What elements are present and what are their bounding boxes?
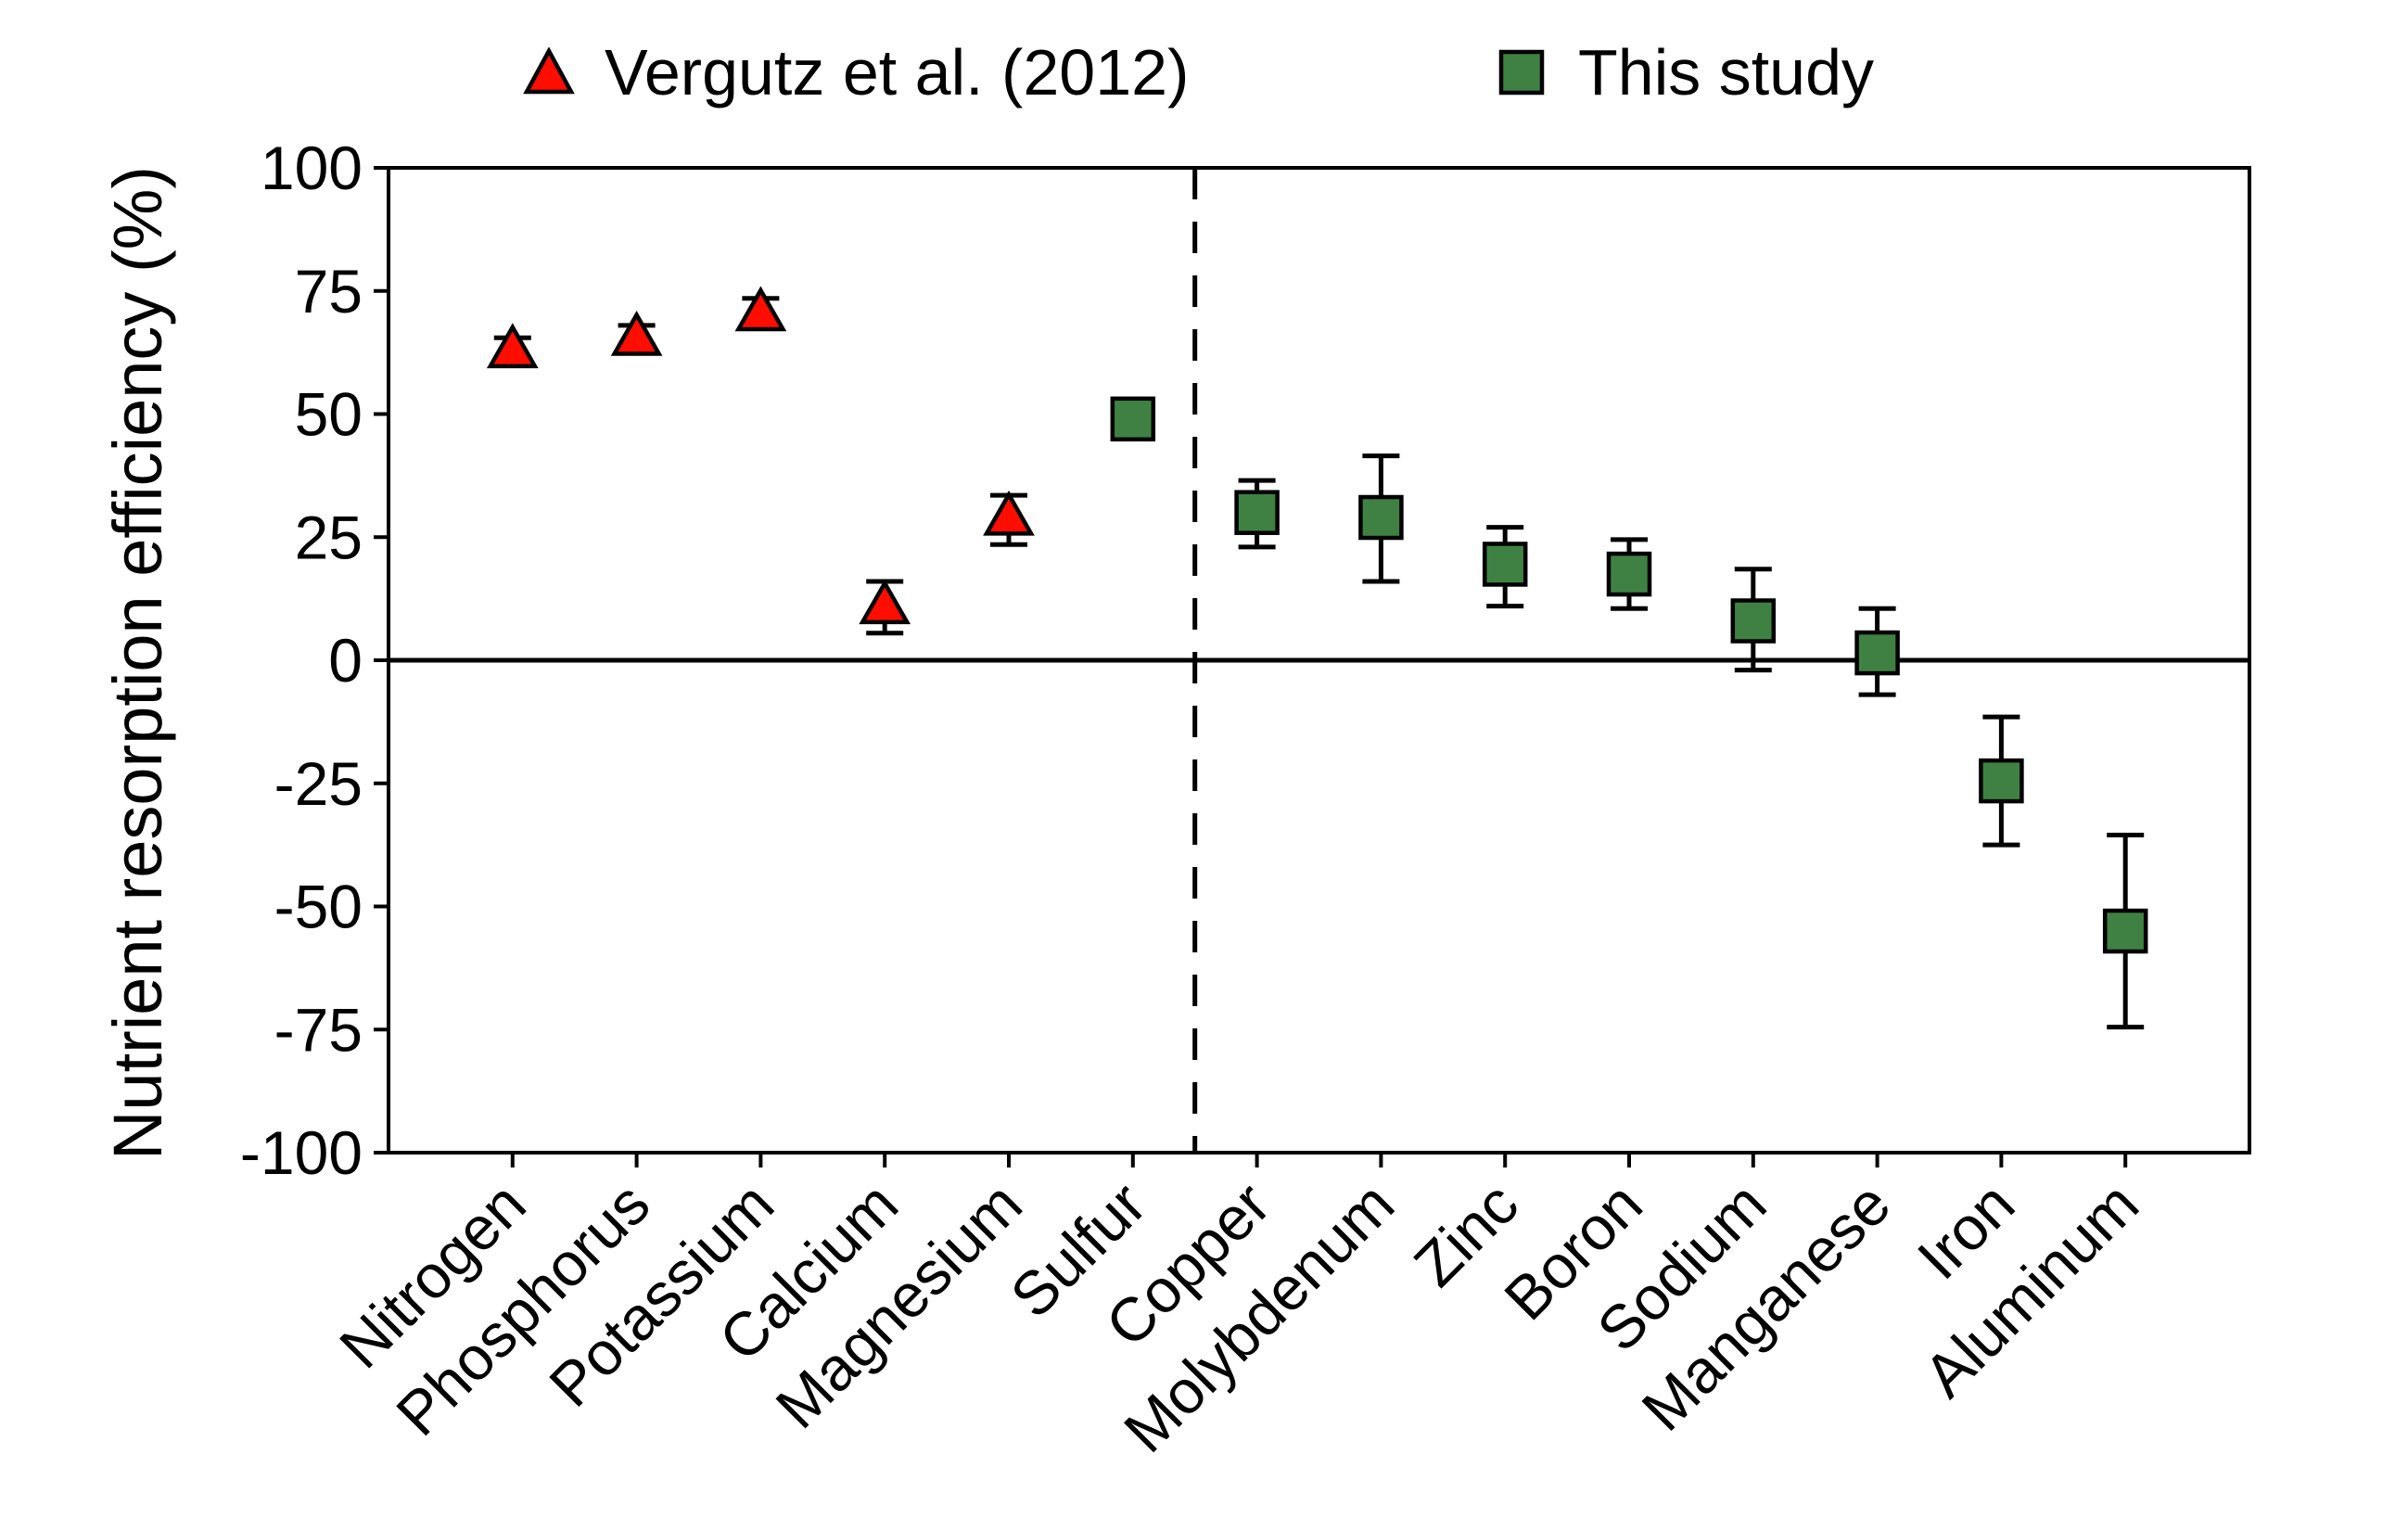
y-tick-label: -100 [240,1118,363,1187]
legend-label-vergutz: Vergutz et al. (2012) [605,36,1190,108]
y-tick-label: 75 [295,257,363,325]
data-point-Phosphorus [610,311,663,356]
data-point-Copper [1234,490,1280,535]
legend-label-this-study: This study [1578,36,1874,108]
y-tick-label: 25 [295,503,363,571]
data-point-Magnesium [983,490,1035,536]
data-point-Sodium [1730,598,1777,644]
y-axis-title: Nutrient resorption efficiency (%) [99,165,176,1161]
y-tick-label: 100 [261,134,363,202]
y-tick-label: -25 [274,749,363,818]
y-tick-label: -75 [274,995,363,1064]
data-point-Sulfur [1110,396,1156,442]
data-point-Calcium [859,579,911,625]
data-point-Manganese [1854,630,1900,676]
data-point-Potassium [734,286,787,332]
data-point-Zinc [1482,542,1528,587]
y-tick-label: 50 [295,380,363,449]
data-point-Aluminum [2102,908,2148,954]
data-point-Boron [1606,551,1652,597]
this-study-square-icon [1498,49,1545,96]
data-point-Iron [1979,758,2024,804]
data-point-Nitrogen [486,323,539,369]
y-tick-label: -50 [274,873,363,941]
y-tick-label: 0 [328,626,363,695]
vergutz-triangle-icon [523,47,575,95]
data-point-Molybdenum [1358,494,1404,541]
